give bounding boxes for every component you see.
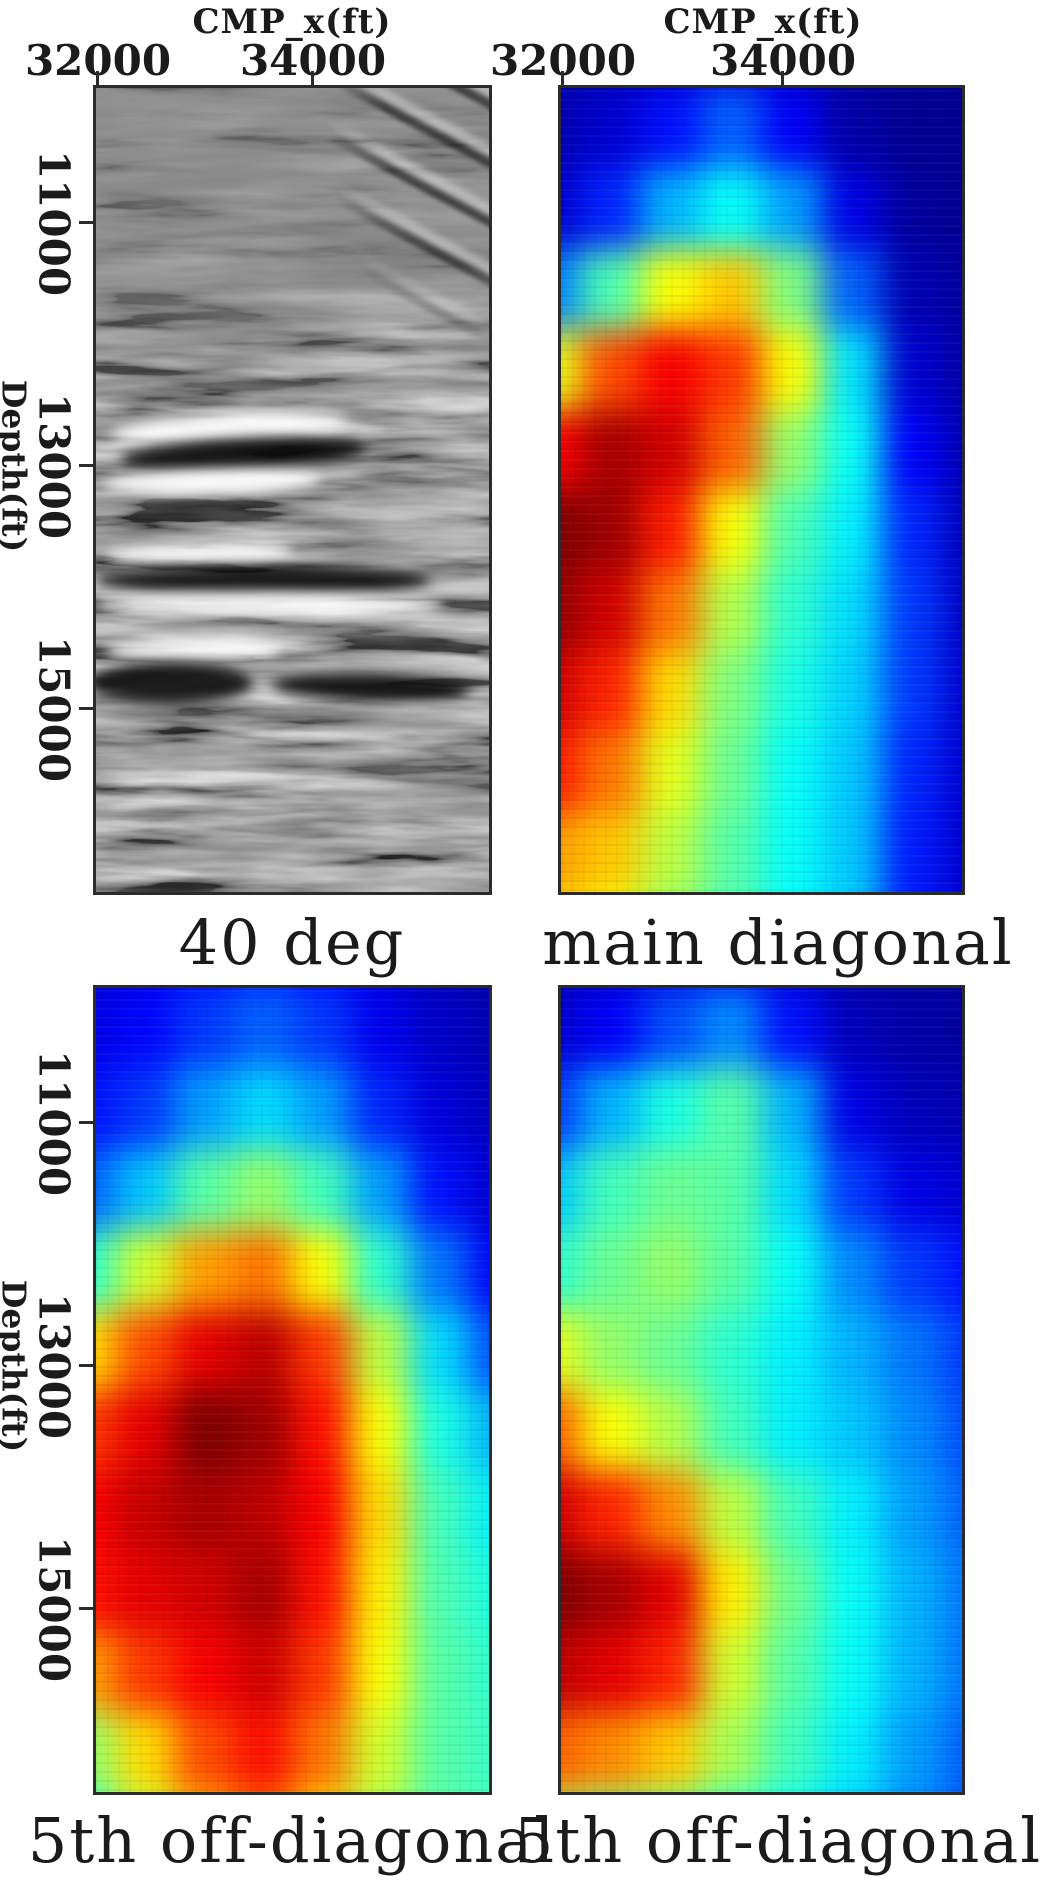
x-tick-mark — [561, 71, 564, 85]
y-axis-title-bottom: Depth(ft) — [0, 1279, 34, 1453]
x-axis-title-left: CMP_x(ft) — [192, 2, 392, 42]
x-tick-mark — [311, 71, 314, 85]
seismic-dipping-noise — [295, 88, 489, 418]
caption-main-diagonal: main diagonal — [542, 906, 1014, 979]
y-tick-mark — [79, 1607, 94, 1610]
y-tick-mark — [79, 1121, 94, 1124]
x-tick-mark — [96, 71, 99, 85]
panel-40deg-seismic-image — [93, 85, 492, 895]
y-tick-mark — [79, 1364, 94, 1367]
y-tick-label: 15000 — [29, 635, 79, 783]
y-tick-label: 13000 — [29, 392, 79, 540]
panel-5th-off-diagonal-left-heatmap — [93, 985, 492, 1795]
y-tick-label: 11000 — [29, 1049, 79, 1197]
panel-main-diagonal-heatmap — [558, 85, 965, 895]
y-tick-label: 13000 — [29, 1292, 79, 1440]
seismic-event-band — [96, 566, 431, 594]
caption-5th-off-diagonal-right: 5th off-diagonal — [513, 1804, 1043, 1877]
y-tick-mark — [79, 221, 94, 224]
y-tick-mark — [79, 464, 94, 467]
panel-5th-off-diagonal-right-heatmap — [558, 985, 965, 1795]
x-tick-mark — [781, 71, 784, 85]
y-tick-label: 15000 — [29, 1535, 79, 1683]
y-tick-mark — [79, 707, 94, 710]
x-axis-title-right: CMP_x(ft) — [663, 2, 863, 42]
y-tick-label: 11000 — [29, 149, 79, 297]
caption-40deg: 40 deg — [178, 906, 406, 979]
seismic-event-band — [96, 662, 254, 704]
caption-5th-off-diagonal-left: 5th off-diagonal — [27, 1804, 557, 1877]
seismic-event-band — [103, 638, 281, 663]
seismic-event-band — [96, 592, 442, 618]
y-axis-title-top: Depth(ft) — [0, 379, 34, 553]
